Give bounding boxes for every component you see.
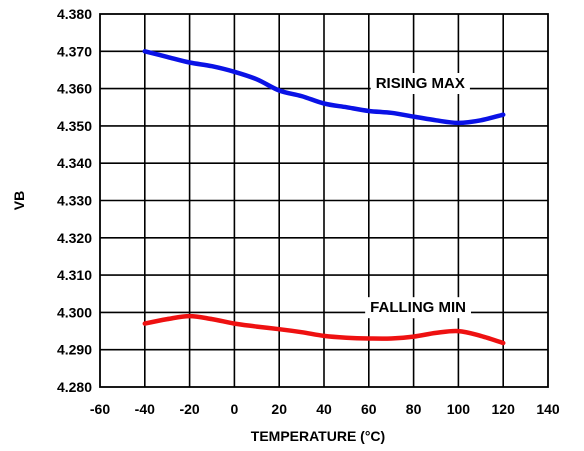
- x-tick-label: 0: [231, 401, 239, 417]
- y-tick-label: 4.310: [57, 267, 92, 283]
- x-tick-label: 80: [406, 401, 422, 417]
- x-tick-label: 120: [492, 401, 516, 417]
- x-tick-label: 40: [316, 401, 332, 417]
- series-line-1: [142, 313, 506, 346]
- y-tick-labels: 4.380 4.370 4.360 4.350 4.340 4.330 4.320 4.310…: [57, 6, 92, 395]
- y-tick-label: 4.300: [57, 304, 92, 320]
- x-tick-labels: -60 -40 -20 0 20 40 60 80 100 120 140: [90, 401, 560, 417]
- y-tick-label: 4.370: [57, 43, 92, 59]
- series-label-0: RISING MAX: [376, 75, 465, 92]
- plot-frame: [99, 13, 549, 388]
- x-tick-label: -40: [135, 401, 155, 417]
- y-tick-label: 4.330: [57, 193, 92, 209]
- y-axis-title: VB: [11, 191, 27, 210]
- y-tick-label: 4.290: [57, 342, 92, 358]
- x-tick-label: 140: [536, 401, 560, 417]
- series-lines: [142, 49, 506, 346]
- series-label-background: [370, 73, 470, 95]
- y-tick-label: 4.360: [57, 81, 92, 97]
- y-tick-label: 4.280: [57, 379, 92, 395]
- y-tick-label: 4.350: [57, 118, 92, 134]
- x-tick-label: 100: [447, 401, 471, 417]
- x-tick-label: 60: [361, 401, 377, 417]
- x-tick-label: 20: [271, 401, 287, 417]
- series-line-0: [142, 49, 506, 126]
- grid: [100, 14, 548, 387]
- x-axis-title: TEMPERATURE (°C): [251, 428, 385, 444]
- x-tick-label: -60: [90, 401, 110, 417]
- series-label-1: FALLING MIN: [370, 299, 466, 316]
- y-tick-label: 4.340: [57, 155, 92, 171]
- y-tick-label: 4.320: [57, 230, 92, 246]
- series-labels: RISING MAX FALLING MIN: [365, 73, 471, 319]
- x-tick-label: -20: [179, 401, 199, 417]
- y-tick-label: 4.380: [57, 6, 92, 22]
- series-label-background: [365, 297, 471, 319]
